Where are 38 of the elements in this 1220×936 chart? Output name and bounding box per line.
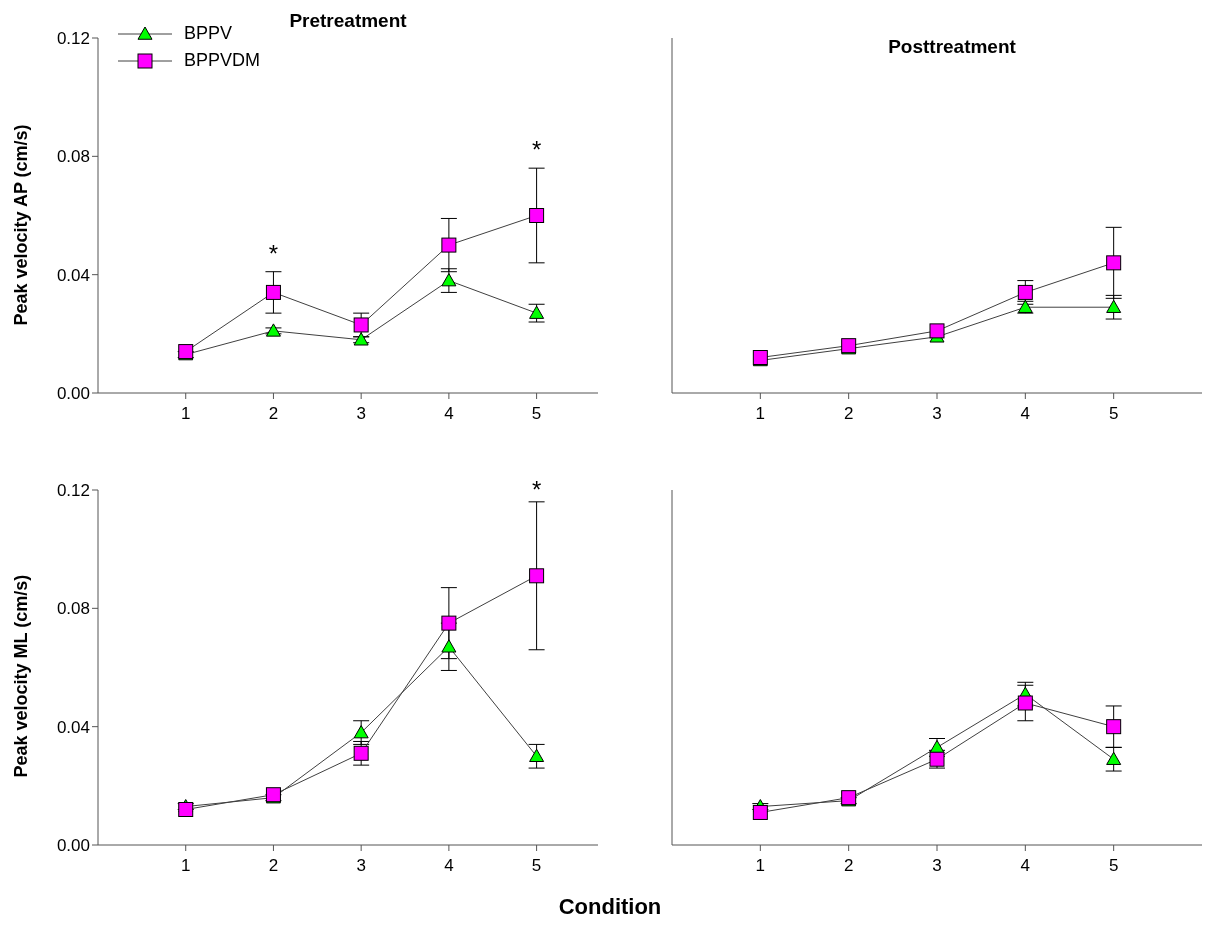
x-tick-label: 1 xyxy=(180,404,191,424)
x-tick-label: 2 xyxy=(268,404,279,424)
x-tick-label: 2 xyxy=(843,856,854,876)
x-tick-label: 1 xyxy=(755,404,766,424)
y-tick-label: 0.04 xyxy=(56,265,90,285)
x-axis-title: Condition xyxy=(557,894,663,920)
legend-label: BPPVDM xyxy=(184,50,261,71)
x-tick-label: 4 xyxy=(444,856,454,876)
y-tick-label: 0.00 xyxy=(56,384,90,404)
x-tick-label: 5 xyxy=(1108,404,1119,424)
chart-title: Pretreatment xyxy=(289,10,407,31)
x-tick-label: 3 xyxy=(356,856,366,876)
y-tick-label: 0.04 xyxy=(56,717,90,737)
y-tick-label: 0.00 xyxy=(56,836,90,856)
y-axis-title: Peak velocity ML (cm/s) xyxy=(11,574,32,778)
annotation: * xyxy=(531,476,542,503)
x-tick-label: 4 xyxy=(444,404,454,424)
x-tick-label: 4 xyxy=(1020,856,1031,876)
x-tick-label: 2 xyxy=(268,856,279,876)
x-tick-label: 1 xyxy=(180,856,191,876)
x-tick-label: 4 xyxy=(1020,404,1031,424)
annotation: * xyxy=(268,239,279,267)
x-tick-label: 3 xyxy=(356,404,366,424)
y-tick-label: 0.08 xyxy=(56,147,90,167)
legend-label: BPPV xyxy=(184,23,233,44)
chart-title: Posttreatment xyxy=(887,36,1017,58)
x-tick-label: 2 xyxy=(843,404,854,424)
y-tick-label: 0.12 xyxy=(56,29,90,49)
x-tick-label: 5 xyxy=(531,856,542,876)
x-tick-label: 1 xyxy=(755,856,766,876)
x-tick-label: 3 xyxy=(932,856,942,876)
x-tick-label: 3 xyxy=(932,404,942,424)
y-tick-label: 0.12 xyxy=(56,481,90,501)
x-tick-label: 5 xyxy=(531,404,542,424)
annotation: * xyxy=(531,136,542,164)
x-tick-label: 5 xyxy=(1108,856,1119,876)
y-tick-label: 0.08 xyxy=(56,599,90,619)
y-axis-title: Peak velocity AP (cm/s) xyxy=(11,124,32,326)
